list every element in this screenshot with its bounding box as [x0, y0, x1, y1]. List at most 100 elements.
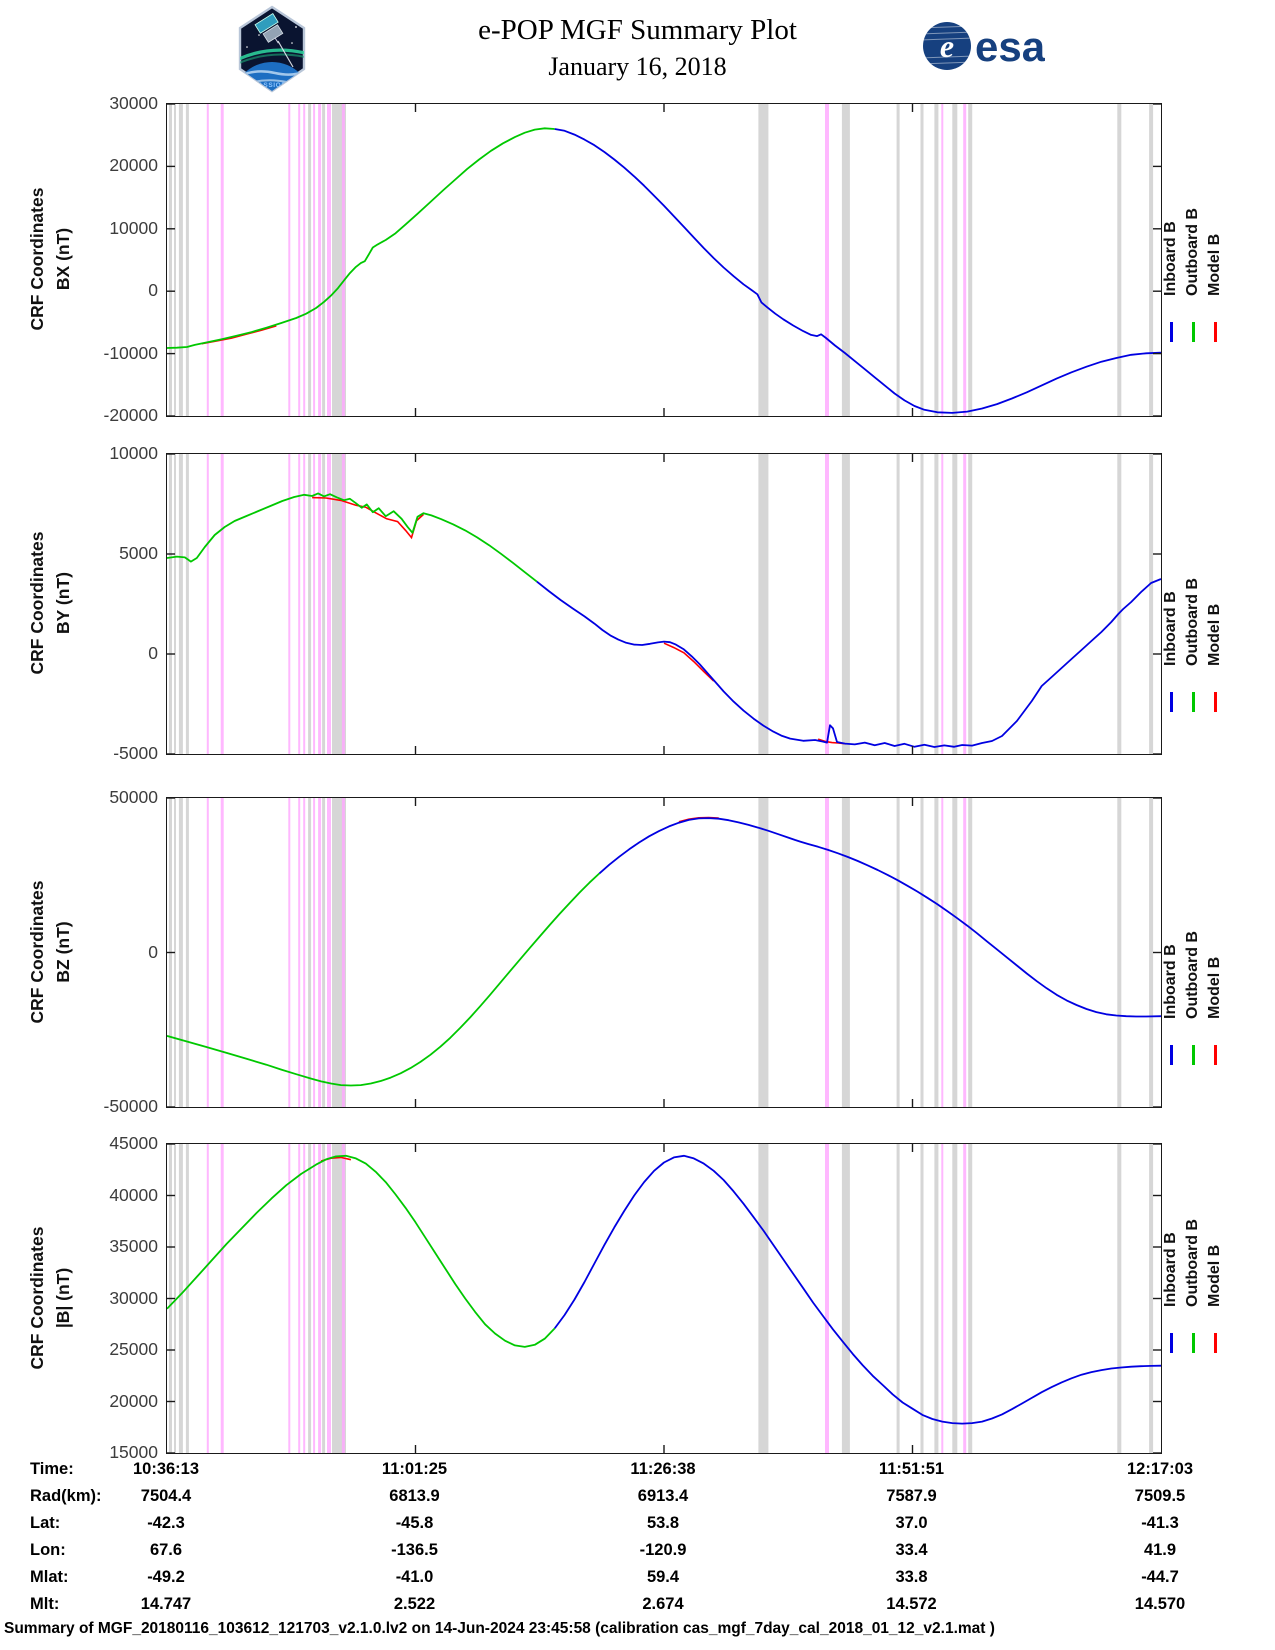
table-cell: 7587.9 [886, 1487, 937, 1505]
y-tick-label: 10000 [109, 443, 158, 463]
data-gap-band [1117, 104, 1122, 416]
data-gap-band [934, 454, 939, 754]
data-gap-band [841, 104, 850, 416]
table-cell: 2.522 [393, 1595, 436, 1613]
table-cell: 14.572 [886, 1595, 937, 1613]
data-gap-band [952, 454, 958, 754]
data-gap-band [313, 454, 316, 754]
curve-inboard-bmag [553, 1154, 1161, 1425]
plot-svg-by [167, 454, 1161, 754]
table-row-label: Mlat: [30, 1568, 69, 1586]
data-gap-band [968, 798, 973, 1107]
data-gap-band [308, 1144, 312, 1453]
legend-label-model-b: Model B [1206, 1244, 1223, 1307]
data-gap-band [185, 798, 189, 1107]
y-axis-label-component: |B| (nT) [53, 1267, 73, 1328]
data-gap-band [934, 798, 939, 1107]
data-gap-band [322, 1144, 326, 1453]
data-gap-band [941, 104, 944, 416]
data-gap-band [941, 1144, 944, 1453]
legend-swatch-outboard-b [1191, 1045, 1195, 1066]
legend-swatch-inboard-b [1169, 692, 1173, 712]
data-gap-band [220, 798, 224, 1107]
data-gap-band [896, 454, 900, 754]
data-gap-band [206, 798, 209, 1107]
curve-outboard-bmag [167, 1154, 556, 1348]
panel-bx [166, 103, 1162, 417]
data-gap-band [968, 1144, 973, 1453]
data-gap-band [185, 104, 189, 416]
curve-inboard-bx [554, 128, 1161, 414]
data-gap-band [169, 454, 172, 754]
data-gap-band [341, 798, 345, 1107]
data-gap-band [308, 454, 312, 754]
data-gap-band [952, 1144, 958, 1453]
data-gap-band [758, 1144, 769, 1453]
table-cell: 14.747 [140, 1595, 192, 1613]
table-cell: 53.8 [646, 1514, 680, 1532]
data-gap-band [1117, 1144, 1122, 1453]
y-tick-label: 20000 [109, 155, 158, 176]
y-tick-label: -5000 [113, 743, 158, 763]
esa-logo: e esa [923, 22, 1045, 70]
data-gap-band [298, 798, 301, 1107]
table-cell: 33.4 [895, 1541, 928, 1559]
y-tick-label: 0 [148, 941, 158, 962]
data-gap-band [1149, 454, 1154, 754]
data-gap-band [920, 798, 924, 1107]
data-gap-band [896, 798, 900, 1107]
data-gap-band [174, 104, 176, 416]
table-cell: 2.674 [642, 1595, 684, 1613]
data-gap-band [841, 798, 850, 1107]
legend-label-inboard-b: Inboard B [1162, 944, 1179, 1020]
data-gap-band [341, 454, 345, 754]
data-gap-band [318, 104, 322, 416]
data-gap-band [1149, 798, 1154, 1107]
y-axis-label-component: BZ (nT) [53, 920, 73, 983]
legend-swatch-model-b [1213, 692, 1217, 712]
data-gap-band [322, 798, 326, 1107]
data-gap-band [941, 798, 944, 1107]
legend-label-outboard-b: Outboard B [1184, 208, 1201, 297]
table-row-label: Rad(km): [30, 1487, 102, 1505]
data-gap-band [298, 1144, 301, 1453]
y-tick-label: -20000 [103, 405, 159, 425]
data-gap-band [968, 454, 973, 754]
data-gap-band [1117, 454, 1122, 754]
y-axis-label-coord: CRF Coordinates [27, 531, 47, 675]
data-gap-band [327, 454, 331, 754]
table-cell: -41.3 [1141, 1514, 1179, 1532]
data-gap-band [952, 104, 958, 416]
y-tick-label: 0 [148, 280, 158, 301]
y-axis-label-component: BY (nT) [53, 572, 73, 634]
data-gap-band [758, 104, 769, 416]
data-gap-band [220, 104, 224, 416]
table-row-label: Mlt: [30, 1595, 60, 1613]
table-cell: -45.8 [395, 1514, 434, 1532]
data-gap-band [318, 1144, 322, 1453]
data-gap-band [169, 104, 172, 416]
data-gap-band [185, 1144, 189, 1453]
plot-svg-bx [167, 104, 1161, 416]
data-gap-band [220, 1144, 224, 1453]
table-cell: 11:51:51 [878, 1460, 945, 1478]
y-tick-label: -10000 [103, 342, 159, 363]
y-tick-label: -50000 [103, 1096, 159, 1116]
y-tick-label: 0 [148, 643, 158, 663]
panel-bz [166, 797, 1162, 1108]
y-tick-label: 20000 [109, 1390, 158, 1411]
data-gap-band [220, 454, 224, 754]
y-tick-label: 40000 [109, 1184, 158, 1205]
data-gap-band [896, 1144, 900, 1453]
legend-label-outboard-b: Outboard B [1184, 1218, 1201, 1307]
data-gap-band [934, 1144, 939, 1453]
legend-label-inboard-b: Inboard B [1162, 1232, 1179, 1307]
legend-swatch-outboard-b [1191, 692, 1195, 712]
curve-outboard-bz [167, 872, 601, 1087]
data-gap-band [841, 454, 850, 754]
y-tick-label: 50000 [109, 787, 158, 807]
data-gap-band [178, 1144, 183, 1453]
table-cell: 11:26:38 [630, 1460, 696, 1478]
table-cell: 10:36:13 [132, 1460, 200, 1478]
data-gap-band [206, 104, 209, 416]
